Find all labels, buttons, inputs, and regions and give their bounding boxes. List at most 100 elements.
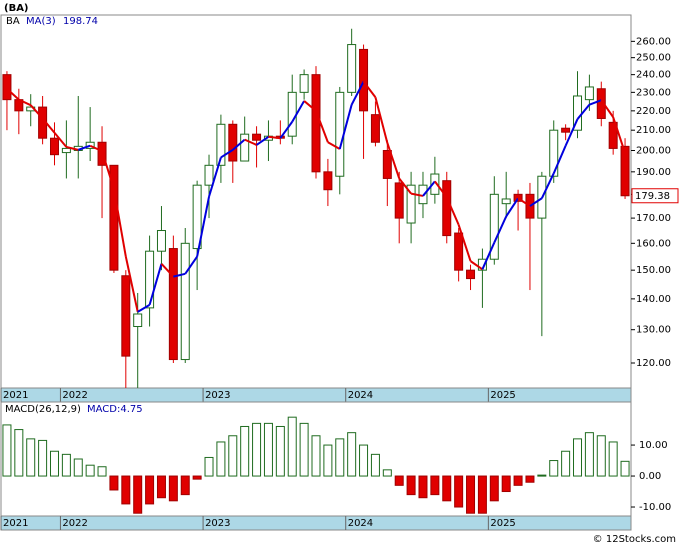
ma-segment — [303, 100, 317, 112]
x-tick-label: 2022 — [62, 518, 87, 529]
ma-segment — [315, 110, 329, 143]
year-band — [0, 387, 632, 403]
ma-segment — [124, 256, 139, 313]
candle-body — [61, 147, 71, 154]
ma-segment — [410, 192, 424, 197]
macd-bar — [133, 475, 143, 514]
macd-bar — [418, 475, 428, 499]
macd-bar — [240, 425, 250, 477]
candle-body — [156, 230, 166, 252]
ma-segment — [66, 145, 79, 151]
macd-bar — [14, 429, 24, 477]
legend-ma-name: MA(3) — [26, 16, 56, 27]
ma-segment — [89, 144, 103, 153]
ma-segment — [244, 138, 257, 146]
y-tick-label: 230.00 — [636, 87, 671, 98]
candle-body — [608, 121, 618, 149]
last-price-box — [631, 188, 679, 204]
ma-segment — [517, 197, 531, 207]
macd-bar — [252, 422, 262, 477]
ma-segment — [576, 104, 591, 120]
macd-bar — [109, 475, 119, 491]
macd-bar — [49, 450, 59, 477]
macd-bar — [192, 475, 202, 480]
candle-body — [192, 184, 202, 250]
candle-body — [299, 74, 309, 93]
ma-segment — [589, 99, 602, 106]
candle-body — [109, 164, 119, 271]
macd-bar — [97, 466, 107, 477]
ma-segment — [41, 117, 56, 134]
candle-body — [549, 129, 559, 177]
x-tick-label: 2022 — [62, 390, 87, 401]
ma-segment — [327, 141, 341, 150]
ma-segment — [505, 197, 519, 217]
macd-bar — [620, 460, 630, 477]
ma-segment — [279, 121, 294, 139]
macd-bar — [121, 475, 131, 505]
y-tick-label: 120.00 — [636, 358, 671, 369]
y-tick-label: 130.00 — [636, 325, 671, 336]
macd-bar — [454, 475, 464, 508]
candle-body — [145, 250, 155, 309]
macd-legend-key: MACD: — [87, 404, 120, 415]
ma-segment — [362, 81, 377, 98]
candle-body — [561, 127, 571, 133]
ma-segment — [148, 263, 163, 306]
ma-segment — [612, 116, 627, 154]
candle-body — [489, 193, 499, 260]
candle-body — [394, 182, 404, 219]
candle-body — [180, 242, 190, 361]
ma-segment — [564, 118, 579, 147]
macd-bar — [501, 475, 511, 493]
candle-body — [430, 173, 440, 195]
ma-segment — [29, 104, 44, 120]
ma-segment — [481, 242, 496, 270]
macd-bar — [513, 475, 523, 486]
macd-bar — [406, 475, 416, 496]
candle-body — [406, 184, 416, 224]
candle-body — [620, 145, 630, 197]
candle-body — [311, 74, 321, 173]
candle-body — [252, 133, 262, 141]
macd-bar — [156, 475, 166, 499]
ma-segment — [6, 88, 20, 101]
legend-ticker: BA — [6, 16, 20, 27]
ma-segment — [137, 303, 151, 313]
candle-body — [359, 48, 369, 112]
macd-legend-value: MACD:4.75 — [87, 404, 143, 415]
ma-segment — [350, 81, 365, 106]
candle-body — [454, 232, 464, 271]
macd-bar — [145, 475, 155, 505]
macd-bar — [216, 441, 226, 477]
ma-segment — [220, 149, 234, 159]
candle-body — [596, 88, 606, 119]
y-tick-label: 190.00 — [636, 167, 671, 178]
x-tick-label: 2024 — [348, 518, 373, 529]
macd-bar — [38, 439, 48, 477]
macd-bar — [180, 475, 190, 496]
ma-segment — [600, 99, 614, 118]
macd-bar — [263, 422, 273, 477]
ma-segment — [173, 272, 186, 278]
candle-body — [584, 86, 594, 101]
y-tick-label: 10.00 — [639, 440, 668, 451]
macd-bar — [525, 475, 535, 483]
macd-bar — [168, 475, 178, 502]
candle-body — [85, 141, 95, 149]
candle-body — [133, 313, 143, 328]
x-tick-label: 2023 — [205, 390, 230, 401]
ma-segment — [386, 142, 401, 179]
ma-segment — [53, 132, 68, 148]
candle-body — [370, 114, 380, 143]
macd-bar — [430, 475, 440, 496]
macd-bar — [228, 435, 238, 477]
y-tick-label: 140.00 — [636, 294, 671, 305]
macd-bar — [311, 435, 321, 477]
ma-segment — [77, 144, 91, 151]
y-tick-label: -10.00 — [639, 502, 671, 513]
macd-bar — [299, 422, 309, 477]
x-tick-label: 2021 — [3, 390, 28, 401]
ma-segment — [18, 98, 32, 107]
y-tick-label: 210.00 — [636, 125, 671, 136]
